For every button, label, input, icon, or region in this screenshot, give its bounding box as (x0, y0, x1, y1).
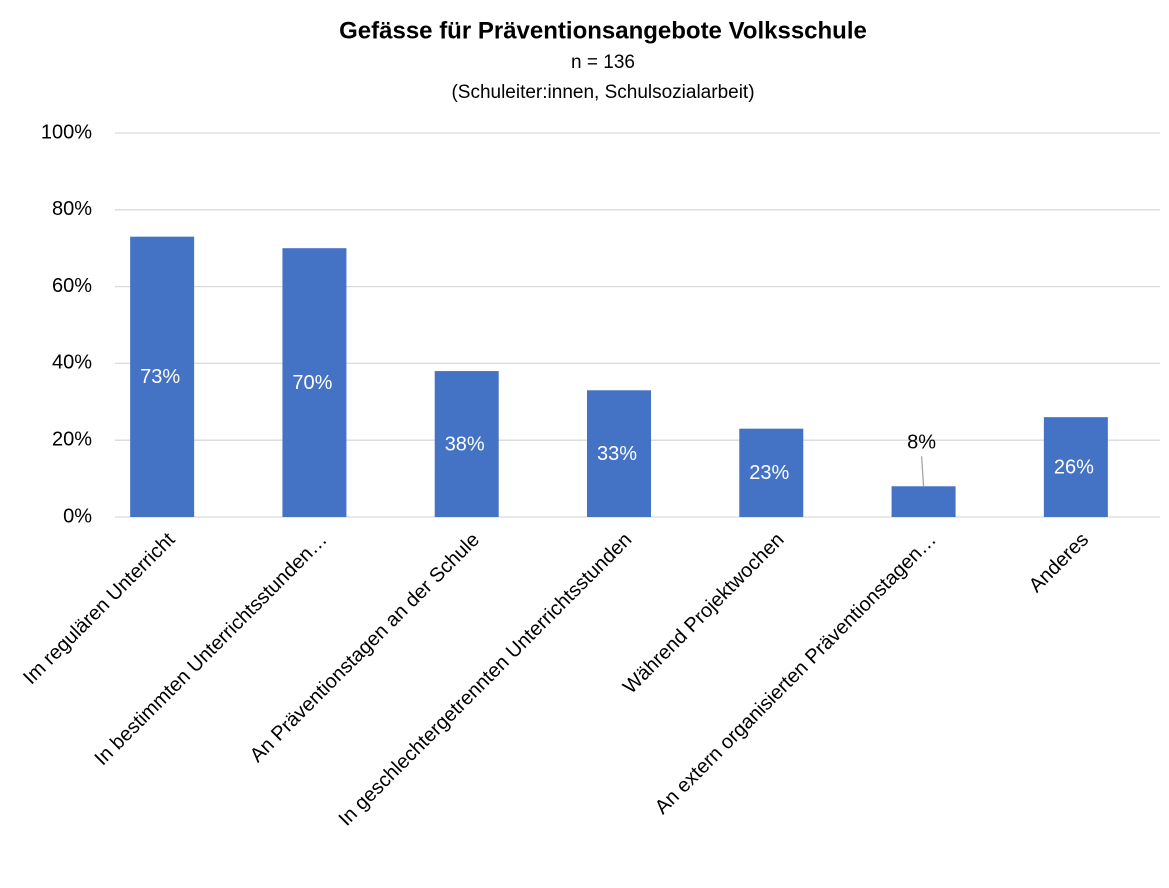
y-tick-label: 80% (52, 198, 92, 220)
x-tick-label: An extern organisierten Präventionstagen… (651, 529, 941, 819)
bar (434, 371, 499, 517)
x-tick-label: Anderes (1025, 529, 1093, 597)
bar (739, 428, 804, 517)
chart-subtitle: n = 136 (571, 52, 635, 73)
data-label: 8% (907, 432, 936, 454)
x-tick-label: Während Projektwochen (619, 529, 789, 699)
data-label: 33% (597, 443, 637, 465)
leader-line (920, 456, 925, 487)
y-tick-label: 100% (41, 121, 92, 143)
y-tick-label: 0% (63, 505, 92, 527)
data-label: 70% (292, 372, 332, 394)
x-tick-label: Im regulären Unterricht (19, 528, 179, 688)
data-label: 38% (445, 433, 485, 455)
x-tick-label: In geschlechtergetrennten Unterrichtsstu… (335, 529, 637, 831)
bar (587, 390, 651, 517)
y-tick-label: 40% (52, 352, 92, 374)
data-label: 73% (140, 366, 180, 388)
bar (130, 236, 195, 517)
data-label: 23% (749, 462, 789, 484)
chart-subtitle: (Schuleiter:innen, Schulsozialarbeit) (451, 82, 754, 103)
bar (282, 248, 347, 517)
bar (891, 486, 956, 517)
y-tick-label: 20% (52, 428, 92, 450)
y-tick-label: 60% (52, 275, 92, 297)
data-label: 26% (1054, 456, 1094, 478)
bar (1043, 417, 1108, 517)
chart-title: Gefässe für Präventionsangebote Volkssch… (339, 17, 867, 44)
